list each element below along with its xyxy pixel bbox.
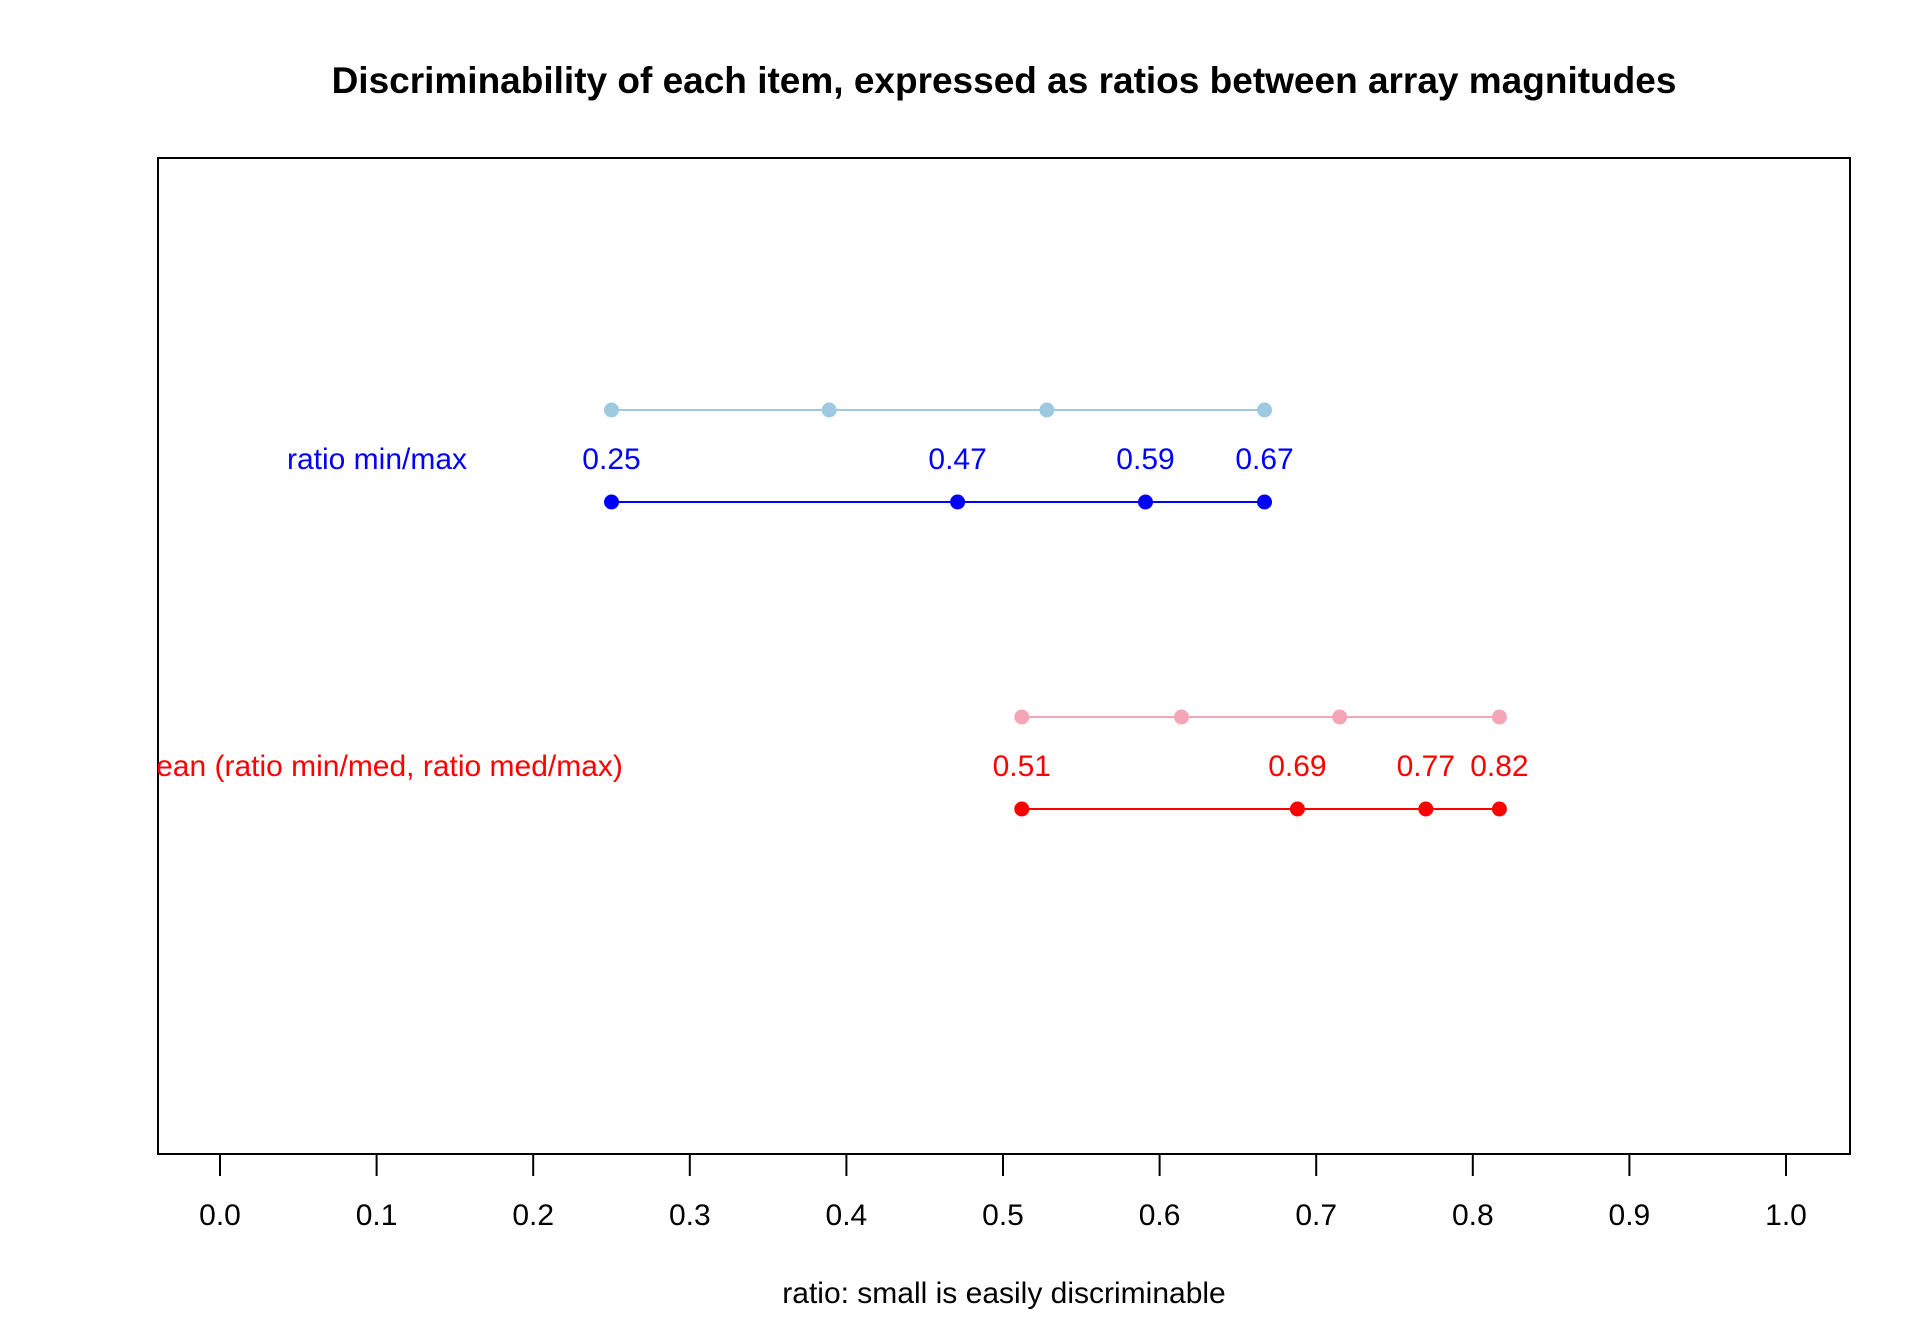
series-point	[1138, 494, 1154, 510]
x-tick-label: 0.4	[826, 1199, 868, 1232]
reference-point	[1174, 709, 1190, 725]
x-tick-label: 0.6	[1139, 1199, 1181, 1232]
x-tick-label: 1.0	[1765, 1199, 1807, 1232]
reference-point	[1491, 709, 1507, 725]
x-tick-label: 0.8	[1452, 1199, 1494, 1232]
plot-frame	[157, 157, 1851, 1155]
row-label: ratio min/max	[287, 443, 467, 476]
series-point	[1014, 801, 1030, 817]
reference-point	[1039, 402, 1055, 418]
x-tick-label: 0.9	[1609, 1199, 1651, 1232]
x-tick-label: 0.3	[669, 1199, 711, 1232]
x-axis: 0.0 0.1 0.2 0.3 0.4 0.5 0.6 0.7 0.8 0.9 1.0	[199, 1153, 1807, 1232]
series-point	[1418, 801, 1434, 817]
reference-point	[1257, 402, 1273, 418]
series-point	[1257, 494, 1273, 510]
x-axis-label: ratio: small is easily discriminable	[782, 1277, 1225, 1310]
row-label: mean (ratio min/med, ratio med/max)	[131, 750, 623, 783]
series-point	[1289, 801, 1305, 817]
x-tick-label: 0.0	[199, 1199, 241, 1232]
series-point	[604, 494, 619, 510]
data-label: 0.47	[928, 443, 986, 476]
reference-point	[604, 402, 619, 418]
data-label: 0.67	[1235, 443, 1293, 476]
data-label: 0.69	[1268, 750, 1326, 783]
data-label: 0.82	[1470, 750, 1528, 783]
row-2: 0.51 0.69 0.77 0.82 mean (ratio min/med, rat…	[131, 709, 1529, 817]
plot-rows: 0.25 0.47 0.59 0.67 ratio min/max 0.51 0.69 0.7…	[131, 402, 1529, 817]
reference-point	[821, 402, 837, 418]
reference-point	[1332, 709, 1348, 725]
data-label: 0.51	[993, 750, 1051, 783]
data-label: 0.77	[1397, 750, 1455, 783]
x-tick-label: 0.5	[982, 1199, 1024, 1232]
row-1: 0.25 0.47 0.59 0.67 ratio min/max	[287, 402, 1294, 510]
series-point	[950, 494, 966, 510]
data-label: 0.25	[582, 443, 640, 476]
x-tick-label: 0.2	[512, 1199, 554, 1232]
reference-point	[1014, 709, 1030, 725]
series-point	[1491, 801, 1507, 817]
data-label: 0.59	[1116, 443, 1174, 476]
chart-title: Discriminability of each item, expressed…	[332, 60, 1677, 101]
x-tick-label: 0.7	[1295, 1199, 1337, 1232]
x-tick-label: 0.1	[356, 1199, 398, 1232]
